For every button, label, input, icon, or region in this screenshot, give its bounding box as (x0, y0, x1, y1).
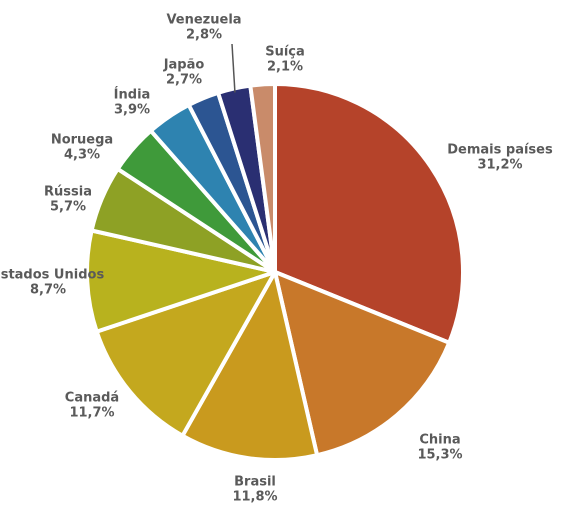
slice-label: Canadá (65, 391, 119, 406)
slice-value: 15,3% (417, 448, 462, 463)
pie-slice (180, 270, 320, 462)
slice-value: 3,9% (114, 103, 150, 118)
slice-label: Suíça (265, 45, 305, 60)
slice-label: Brasil (234, 475, 276, 490)
slice-value: 5,7% (50, 200, 86, 215)
slice-label: China (419, 433, 460, 448)
leader-line (231, 43, 236, 93)
slice-label: Japão (163, 58, 205, 73)
pie-slice (273, 270, 452, 458)
slice-value: 31,2% (477, 158, 522, 173)
pie-slice (248, 82, 277, 274)
slice-value: 4,3% (64, 148, 100, 163)
slice-value: 8,7% (30, 283, 66, 298)
pie-slice (94, 270, 277, 438)
slice-label: Índia (114, 87, 151, 103)
slice-value: 2,8% (186, 28, 222, 43)
slice-label: Noruega (51, 133, 113, 148)
pie-slice (273, 82, 465, 345)
slice-value: 11,7% (69, 406, 114, 421)
slice-label: Rússia (44, 185, 92, 200)
slice-value: 2,1% (267, 60, 303, 75)
slice-label: Demais países (447, 143, 553, 158)
slice-label: Estados Unidos (0, 268, 104, 283)
slice-label: Venezuela (166, 13, 241, 28)
slice-value: 11,8% (232, 490, 277, 505)
slice-value: 2,7% (166, 73, 202, 88)
